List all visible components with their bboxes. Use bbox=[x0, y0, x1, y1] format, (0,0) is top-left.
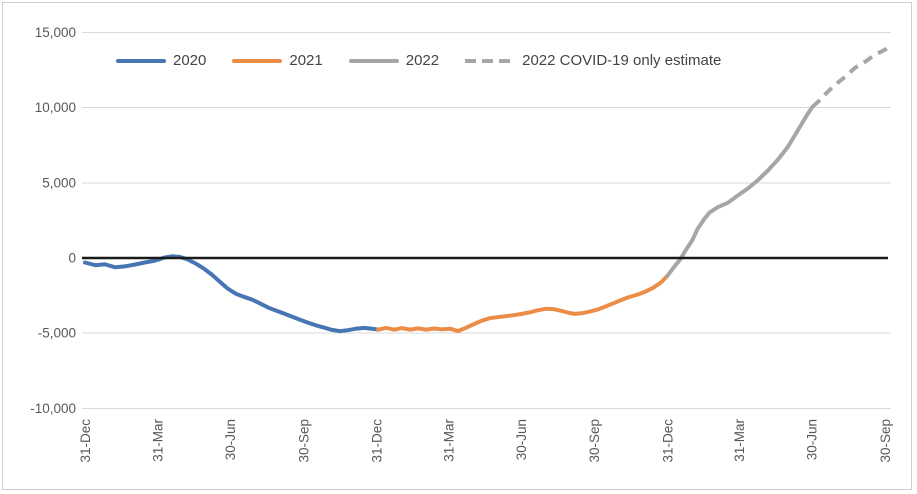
x-tick-label: 31-Dec bbox=[660, 419, 675, 463]
x-tick-label: 30-Jun bbox=[805, 419, 820, 460]
legend-line-swatch bbox=[116, 59, 166, 63]
legend-label: 2021 bbox=[289, 52, 323, 69]
y-tick-label: 10,000 bbox=[35, 100, 76, 115]
legend-dashed-line-swatch bbox=[465, 59, 516, 63]
legend-item-2020[interactable]: 2020 bbox=[116, 52, 206, 70]
legend-item-2021[interactable]: 2021 bbox=[232, 52, 323, 70]
x-tick-label: 31-Mar bbox=[151, 419, 166, 462]
legend-label: 2020 bbox=[173, 52, 207, 69]
x-tick-label: 30-Sep bbox=[296, 419, 311, 463]
legend-label: 2022 bbox=[405, 52, 440, 69]
x-tick-label: 30-Jun bbox=[514, 419, 529, 460]
y-tick-label: 15,000 bbox=[35, 25, 76, 40]
series-line-2022 bbox=[665, 104, 815, 278]
x-tick-label: 31-Mar bbox=[441, 419, 456, 462]
legend-line-swatch bbox=[232, 59, 283, 63]
legend-label: 2022 COVID-19 only estimate bbox=[522, 52, 722, 69]
x-tick-label: 31-Dec bbox=[370, 419, 385, 463]
y-tick-label: 5,000 bbox=[42, 175, 76, 190]
x-tick-label: 30-Sep bbox=[878, 419, 893, 463]
series-line-2020 bbox=[83, 254, 381, 334]
legend-item-2022[interactable]: 2022 bbox=[348, 52, 440, 70]
x-tick-label: 30-Sep bbox=[587, 419, 602, 463]
y-tick-label: -10,000 bbox=[30, 401, 76, 416]
series-line-2022-covid-19-only-estimate bbox=[811, 43, 892, 109]
legend-item-2022-covid-19-only-estimate[interactable]: 2022 COVID-19 only estimate bbox=[465, 52, 721, 70]
x-tick-label: 31-Mar bbox=[732, 419, 747, 462]
y-tick-label: 0 bbox=[68, 251, 76, 266]
x-tick-label: 30-Jun bbox=[223, 419, 238, 460]
y-tick-label: -5,000 bbox=[38, 326, 76, 341]
series-line-2021 bbox=[376, 273, 670, 334]
x-tick-label: 31-Dec bbox=[78, 419, 93, 463]
legend-line-swatch bbox=[348, 59, 399, 63]
chart-legend: 2020 2021 2022 2022 COVID-19 only estimate bbox=[116, 52, 721, 70]
